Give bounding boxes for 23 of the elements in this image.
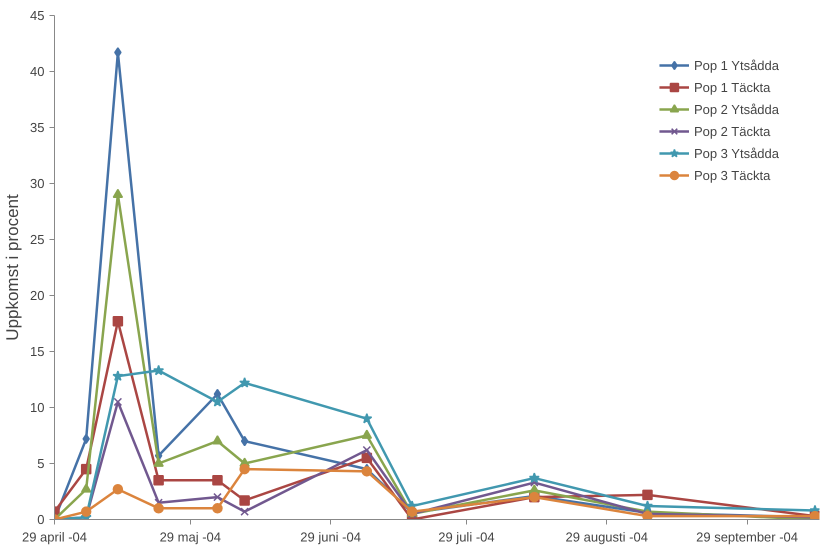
y-tick-label: 15 — [30, 344, 45, 359]
y-tick-label: 45 — [30, 8, 45, 23]
y-axis-title: Uppkomst i procent — [3, 194, 22, 341]
y-tick-label: 35 — [30, 120, 45, 135]
x-tick-label: 29 juni -04 — [300, 530, 361, 544]
x-tick-label: 29 april -04 — [22, 530, 88, 544]
legend-label: Pop 3 Ytsådda — [694, 146, 779, 160]
legend-label: Pop 1 Ytsådda — [694, 58, 779, 72]
x-tick-label: 29 juli -04 — [438, 530, 495, 544]
y-tick-label: 20 — [30, 288, 45, 303]
y-tick-label: 0 — [37, 512, 45, 527]
x-tick-label: 29 augusti -04 — [566, 530, 648, 544]
x-tick-label: 29 september -04 — [696, 530, 798, 544]
y-tick-label: 25 — [30, 232, 45, 247]
y-tick-label: 40 — [30, 64, 45, 79]
legend-label: Pop 2 Täckta — [694, 124, 770, 138]
y-tick-label: 5 — [37, 456, 45, 471]
y-tick-label: 30 — [30, 176, 45, 191]
legend-label: Pop 3 Täckta — [694, 168, 770, 182]
y-tick-label: 10 — [30, 400, 45, 415]
legend-label: Pop 2 Ytsådda — [694, 102, 779, 116]
legend-label: Pop 1 Täckta — [694, 80, 770, 94]
x-tick-label: 29 maj -04 — [160, 530, 222, 544]
